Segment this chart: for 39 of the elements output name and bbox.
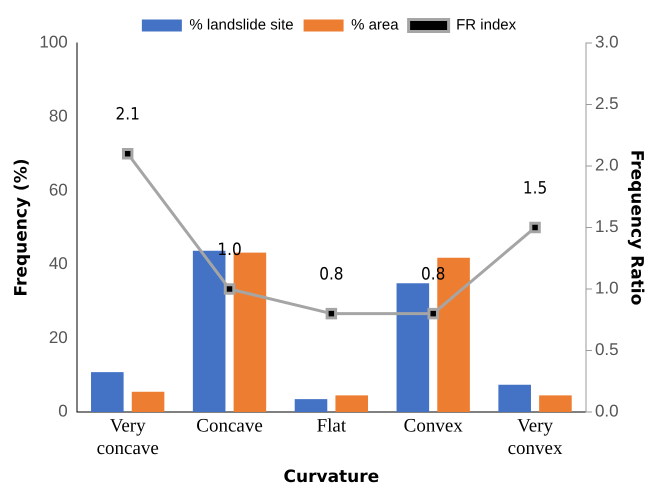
bar bbox=[396, 283, 430, 412]
y2-tick-label: 0.5 bbox=[594, 340, 619, 360]
y2-axis-title: Frequency Ratio bbox=[626, 150, 646, 306]
bar bbox=[335, 395, 368, 412]
point bbox=[427, 308, 439, 320]
y-tick-label: 0 bbox=[58, 402, 68, 421]
y2-tick-label: 2.0 bbox=[594, 156, 619, 175]
data-label: 1.5 bbox=[522, 178, 548, 198]
point bbox=[122, 148, 134, 160]
y-tick-label: 80 bbox=[48, 106, 68, 126]
point bbox=[529, 222, 541, 234]
y-tick-label: 100 bbox=[39, 32, 68, 52]
y2-tick-label: 3.0 bbox=[594, 32, 619, 52]
y-tick-label: 60 bbox=[48, 180, 68, 200]
x-tick-label: Flat bbox=[316, 415, 347, 436]
x-tick-label: Very concave bbox=[96, 415, 159, 460]
y-tick-label: 40 bbox=[48, 254, 68, 274]
legend-label: FR index bbox=[456, 16, 517, 34]
bar bbox=[498, 384, 531, 412]
bar bbox=[294, 399, 328, 412]
data-label: 2.1 bbox=[116, 104, 140, 125]
x-tick-label: Concave bbox=[196, 415, 263, 436]
x-tick-label: Very convex bbox=[508, 415, 563, 460]
legend-label: % area bbox=[351, 16, 400, 34]
bar bbox=[132, 392, 164, 412]
data-label: 0.8 bbox=[319, 264, 344, 285]
y2-tick-label: 0.0 bbox=[594, 402, 619, 421]
y2-tick-label: 1.0 bbox=[594, 278, 619, 298]
x-axis-title: Curvature bbox=[284, 467, 380, 488]
x-tick-label: Convex bbox=[404, 415, 464, 436]
point bbox=[224, 283, 236, 295]
bar bbox=[91, 372, 124, 412]
point bbox=[326, 308, 338, 320]
y2-tick-label: 1.5 bbox=[594, 217, 619, 236]
bar bbox=[539, 395, 572, 412]
y-tick-label: 20 bbox=[48, 328, 68, 347]
y-axis-title: Frequency (%) bbox=[12, 158, 32, 296]
y2-tick-label: 2.5 bbox=[594, 94, 619, 114]
legend-label: % landslide site bbox=[189, 16, 294, 34]
